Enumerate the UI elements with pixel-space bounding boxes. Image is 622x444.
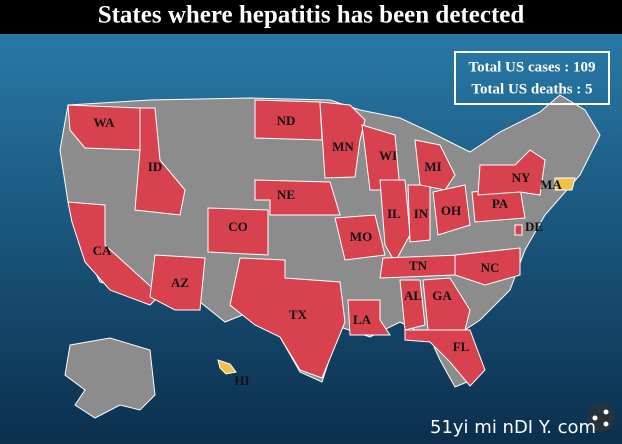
state-label: MA (540, 177, 562, 192)
stat-deaths: Total US deaths : 5 (471, 81, 592, 97)
alaska (64, 337, 156, 419)
watermark: 51yi mi nDI Y. com (430, 417, 596, 438)
state (477, 149, 546, 196)
state-label: OH (441, 203, 461, 218)
state (229, 257, 346, 379)
state (319, 101, 366, 179)
state-label: MI (424, 159, 441, 174)
state (254, 179, 341, 216)
state (217, 359, 237, 375)
state (67, 104, 141, 151)
share-icon[interactable] (587, 404, 615, 432)
state-label: WA (94, 115, 116, 130)
state-label: FL (453, 339, 470, 354)
state-label: LA (353, 312, 372, 327)
state (207, 207, 269, 256)
state (399, 279, 426, 331)
state (454, 247, 521, 286)
title: States where hepatitis has been detected (98, 2, 525, 29)
state (379, 179, 411, 264)
state (404, 329, 486, 387)
state (67, 201, 161, 306)
state-label: MN (332, 139, 354, 154)
state-label: IL (387, 206, 401, 221)
title-bar (0, 0, 622, 34)
state (422, 277, 471, 331)
state (149, 254, 206, 311)
state-label: IN (414, 206, 429, 221)
state (134, 107, 186, 216)
state-label: DE (525, 219, 543, 234)
state-label: NY (512, 170, 531, 185)
state (432, 184, 471, 236)
state-label: GA (432, 288, 452, 303)
state (347, 299, 391, 336)
state (554, 177, 576, 191)
state-label: ND (277, 113, 296, 128)
state-label: ID (148, 159, 162, 174)
state-label: PA (492, 196, 509, 211)
stat-cases: Total US cases : 109 (469, 59, 596, 75)
state-label: HI (234, 373, 249, 388)
state-label: TN (409, 258, 428, 273)
state (414, 139, 456, 191)
stats-box (454, 51, 610, 105)
state-label: CA (93, 243, 112, 258)
state (514, 224, 523, 236)
state-label: TX (289, 307, 308, 322)
state-label: AZ (171, 275, 189, 290)
state-label: NC (481, 260, 500, 275)
state-label: MO (350, 229, 372, 244)
state-label: WI (379, 148, 397, 163)
state-label: CO (228, 219, 248, 234)
state-label: NE (277, 187, 295, 202)
state-label: AL (404, 288, 422, 303)
state (334, 214, 386, 261)
